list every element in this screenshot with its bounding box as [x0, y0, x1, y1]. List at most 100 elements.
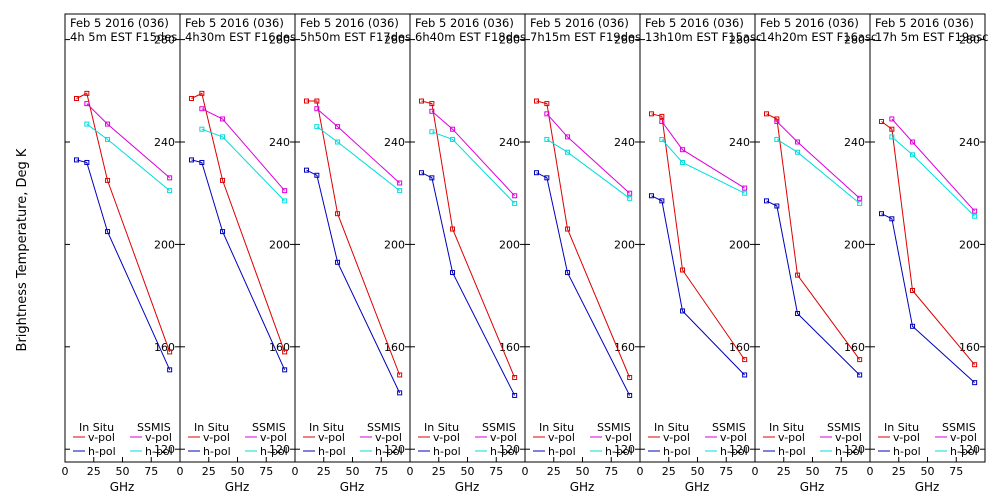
ssmis-v-pol-point	[910, 139, 916, 145]
in-situ-h-pol-point	[534, 170, 539, 176]
x-tick-label: 25	[87, 465, 101, 478]
legend-in-situ-header: In Situ	[539, 421, 574, 434]
in-situ-v-pol-line	[536, 100, 631, 378]
legend-label-ssmis-h-pol: h-pol	[720, 445, 748, 458]
panel-6: Feb 5 2016 (036)13h10m EST F15asc1201602…	[637, 13, 762, 494]
panel-title-time: 5h50m EST F17des	[300, 30, 411, 44]
y-tick-label: 200	[959, 238, 980, 251]
in-situ-h-pol-point	[680, 308, 686, 314]
legend-label-ssmis-v-pol: v-pol	[720, 431, 747, 444]
legend-label-in-situ-h-pol: h-pol	[778, 445, 806, 458]
x-tick-label: 25	[547, 465, 561, 478]
panels-group: Feb 5 2016 (036)4h 5m EST F15des12016020…	[62, 13, 989, 494]
x-tick-label: 0	[752, 465, 759, 478]
ssmis-v-pol-point	[680, 147, 686, 153]
ssmis-h-pol-line	[776, 138, 860, 204]
y-tick-label: 240	[614, 136, 635, 149]
in-situ-v-pol-point	[774, 116, 780, 122]
legend-in-situ-header: In Situ	[194, 421, 229, 434]
ssmis-v-pol-line	[546, 113, 630, 194]
ssmis-v-pol-point	[857, 195, 863, 201]
ssmis-h-pol-point	[544, 136, 550, 142]
y-tick-label: 120	[959, 443, 980, 456]
legend-label-ssmis-h-pol: h-pol	[950, 445, 978, 458]
ssmis-v-pol-point	[627, 190, 633, 196]
in-situ-v-pol-point	[335, 211, 341, 217]
panel-title-time: 4h 5m EST F15des	[70, 30, 177, 44]
ssmis-h-pol-point	[314, 124, 320, 130]
legend-ssmis-header: SSMIS	[827, 421, 861, 434]
panel-title-time: 14h20m EST F16asc	[760, 30, 877, 44]
in-situ-v-pol-point	[857, 357, 863, 363]
in-situ-v-pol-line	[651, 113, 746, 360]
legend-ssmis-header: SSMIS	[367, 421, 401, 434]
legend-label-in-situ-h-pol: h-pol	[663, 445, 691, 458]
legend-in-situ-header: In Situ	[769, 421, 804, 434]
ssmis-h-pol-point	[774, 136, 780, 142]
in-situ-h-pol-point	[627, 392, 633, 398]
in-situ-h-pol-line	[76, 159, 171, 371]
x-tick-label: 25	[317, 465, 331, 478]
y-tick-label: 160	[499, 341, 520, 354]
panel-title-date: Feb 5 2016 (036)	[70, 16, 169, 30]
x-axis-label: GHz	[685, 480, 710, 494]
x-tick-label: 75	[604, 465, 618, 478]
legend-label-in-situ-v-pol: v-pol	[88, 431, 115, 444]
ssmis-v-pol-point	[84, 101, 90, 107]
in-situ-h-pol-point	[429, 175, 435, 181]
ssmis-v-pol-point	[742, 185, 748, 191]
panel-7: Feb 5 2016 (036)14h20m EST F16asc 120 160 2…	[752, 13, 877, 494]
in-situ-h-pol-point	[335, 259, 341, 265]
legend-label-in-situ-v-pol: v-pol	[663, 431, 690, 444]
panel-4: Feb 5 2016 (036)6h40m EST F18des 120 160 20…	[407, 13, 526, 494]
x-tick-label: 50	[576, 465, 590, 478]
in-situ-v-pol-point	[764, 111, 769, 117]
in-situ-h-pol-point	[774, 203, 780, 209]
in-situ-h-pol-point	[544, 175, 550, 181]
legend-label-ssmis-v-pol: v-pol	[375, 431, 402, 444]
ssmis-v-pol-line	[316, 108, 400, 184]
x-axis-label: GHz	[110, 480, 135, 494]
ssmis-h-pol-point	[742, 190, 748, 196]
legend-in-situ-header: In Situ	[309, 421, 344, 434]
in-situ-h-pol-point	[105, 229, 111, 235]
in-situ-v-pol-point	[742, 357, 748, 363]
in-situ-v-pol-point	[314, 98, 320, 104]
y-tick-label: 240	[499, 136, 520, 149]
y-tick-label: 160	[269, 341, 290, 354]
ssmis-v-pol-point	[282, 188, 288, 194]
legend-label-ssmis-v-pol: v-pol	[260, 431, 287, 444]
in-situ-v-pol-line	[191, 92, 286, 353]
legend-label-in-situ-h-pol: h-pol	[318, 445, 346, 458]
y-tick-label: 240	[384, 136, 405, 149]
y-tick-label: 280	[269, 34, 290, 47]
y-axis-label: Brightness Temperature, Deg K	[15, 148, 30, 351]
panel-2: Feb 5 2016 (036)4h30m EST F16des 120 160 20…	[177, 13, 296, 494]
in-situ-v-pol-line	[76, 92, 171, 353]
x-tick-label: 75	[949, 465, 963, 478]
in-situ-v-pol-point	[512, 375, 518, 381]
in-situ-v-pol-point	[419, 98, 424, 104]
y-tick-label: 120	[269, 443, 290, 456]
in-situ-v-pol-point	[680, 267, 686, 273]
in-situ-v-pol-line	[306, 100, 401, 376]
in-situ-h-pol-point	[282, 367, 288, 373]
ssmis-v-pol-point	[450, 126, 456, 132]
panel-title-date: Feb 5 2016 (036)	[185, 16, 284, 30]
y-tick-label: 160	[384, 341, 405, 354]
legend-ssmis-header: SSMIS	[712, 421, 746, 434]
in-situ-h-pol-point	[397, 390, 403, 396]
x-tick-label: 25	[892, 465, 906, 478]
in-situ-h-pol-point	[742, 372, 748, 378]
in-situ-v-pol-point	[627, 375, 633, 381]
y-tick-label: 200	[729, 238, 750, 251]
legend-label-in-situ-h-pol: h-pol	[88, 445, 116, 458]
ssmis-v-pol-point	[314, 106, 320, 112]
in-situ-v-pol-point	[282, 349, 288, 355]
x-tick-label: 75	[719, 465, 733, 478]
x-tick-label: 75	[259, 465, 273, 478]
legend-in-situ-header: In Situ	[654, 421, 689, 434]
in-situ-h-pol-point	[910, 323, 916, 329]
x-tick-label: 50	[921, 465, 935, 478]
ssmis-h-pol-line	[316, 126, 400, 191]
